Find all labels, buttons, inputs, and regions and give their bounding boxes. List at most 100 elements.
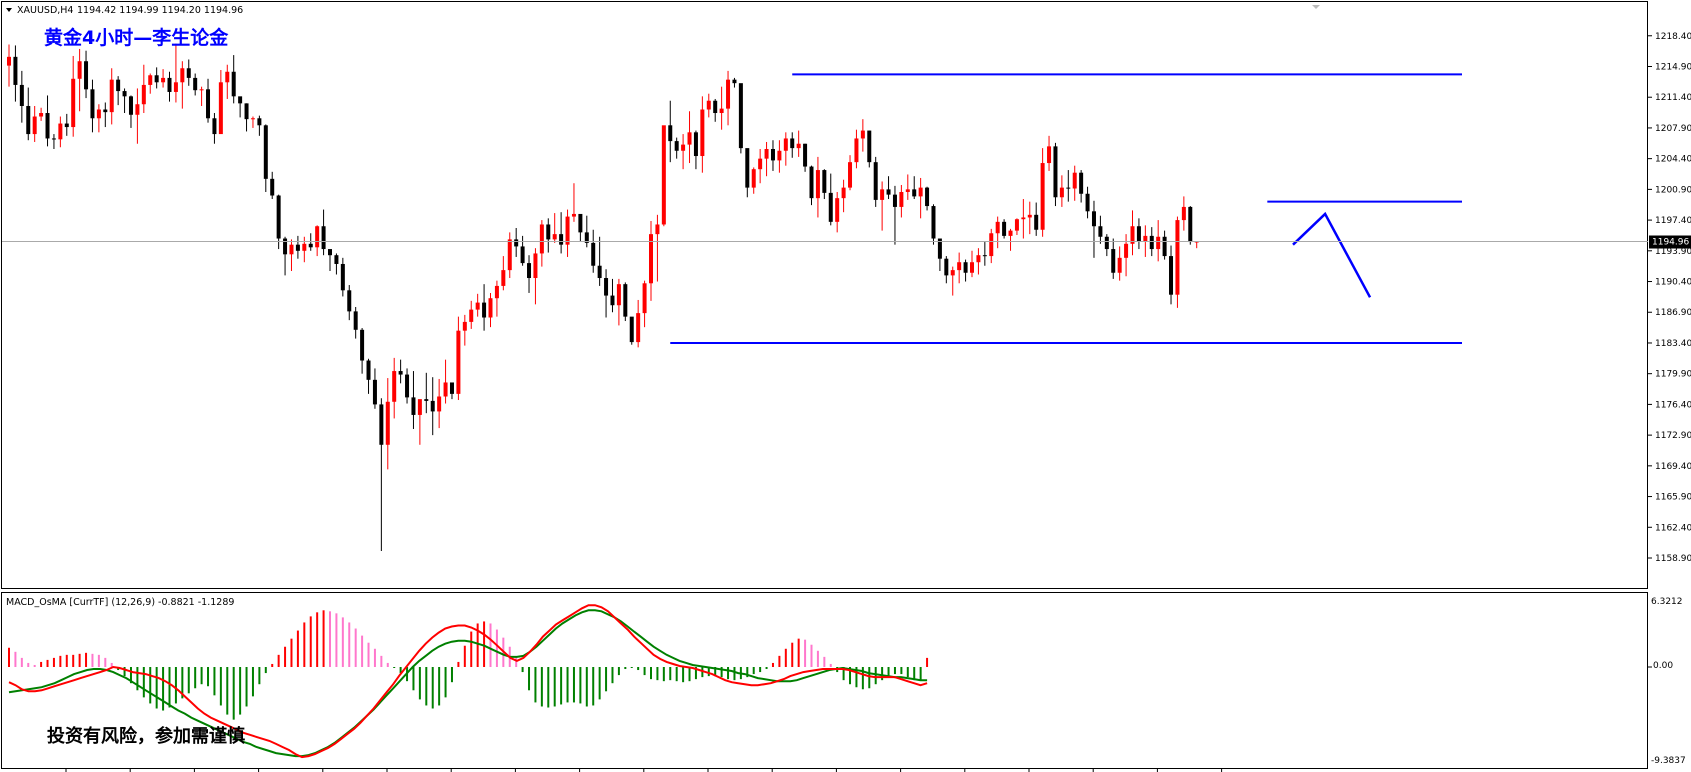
bull-candle <box>1156 236 1161 250</box>
bull-candle <box>173 82 178 92</box>
bull-candle <box>841 187 846 199</box>
price-axis-label: 1165.90 <box>1655 493 1691 503</box>
indicator-scale-bottom: -9.3837 <box>1651 756 1686 766</box>
price-axis-label: 1176.40 <box>1655 400 1691 410</box>
bear-candle <box>263 125 268 179</box>
bull-candle <box>835 198 840 222</box>
bear-candle <box>982 255 987 257</box>
price-axis-label: 1207.90 <box>1655 124 1691 134</box>
bear-candle <box>546 224 551 240</box>
bull-candle <box>751 169 756 188</box>
bear-candle <box>892 194 897 207</box>
bull-candle <box>1008 230 1013 236</box>
bear-candle <box>64 123 69 128</box>
bear-candle <box>334 255 339 264</box>
bear-candle <box>867 130 872 163</box>
bull-candle <box>180 68 185 83</box>
bull-candle <box>796 143 801 149</box>
bear-candle <box>559 234 564 245</box>
bull-candle <box>58 123 63 140</box>
price-axis-label: 1193.90 <box>1655 247 1691 257</box>
bear-candle <box>257 118 262 126</box>
ohlc-readout: 1194.42 1194.99 1194.20 1194.96 <box>77 5 243 16</box>
bear-candle <box>1066 187 1071 189</box>
bull-candle <box>302 243 307 251</box>
bear-candle <box>693 132 698 157</box>
bear-candle <box>154 75 159 83</box>
bull-candle <box>39 113 44 117</box>
signal-line <box>8 609 928 758</box>
bull-candle <box>456 330 461 394</box>
chart-menu-icon[interactable] <box>6 8 12 12</box>
price-axis-label: 1172.90 <box>1655 431 1691 441</box>
bull-candle <box>539 224 544 254</box>
price-axis-label: 1179.90 <box>1655 370 1691 380</box>
bear-candle <box>13 56 18 85</box>
bull-candle <box>148 75 153 85</box>
scroll-shift-icon[interactable] <box>1312 5 1320 9</box>
bull-candle <box>462 321 467 331</box>
bull-candle <box>950 270 955 276</box>
price-axis-label: 1204.40 <box>1655 155 1691 165</box>
bull-candle <box>469 309 474 322</box>
bear-candle <box>610 295 615 306</box>
bear-candle <box>803 143 808 167</box>
bear-candle <box>128 96 133 115</box>
bull-candle <box>1047 146 1052 164</box>
bear-candle <box>1162 236 1167 257</box>
current-price-label: 1194.96 <box>1652 238 1689 248</box>
bull-candle <box>225 71 230 83</box>
bear-candle <box>1091 211 1096 227</box>
bull-candle <box>918 187 923 197</box>
bear-candle <box>770 148 775 161</box>
price-axis-label: 1183.40 <box>1655 339 1691 349</box>
bear-candle <box>398 371 403 375</box>
bull-candle <box>681 144 686 151</box>
bear-candle <box>308 243 313 248</box>
bear-candle <box>270 178 275 196</box>
indicator-scale-zero: 0.00 <box>1653 661 1673 671</box>
bull-candle <box>848 162 853 188</box>
bull-candle <box>392 371 397 402</box>
bear-candle <box>84 61 89 90</box>
bull-candle <box>507 239 512 271</box>
projection-path[interactable] <box>1292 211 1372 298</box>
bear-candle <box>886 189 891 195</box>
bear-candle <box>244 103 249 120</box>
bull-candle <box>494 285 499 299</box>
bull-candle <box>565 216 570 245</box>
bull-candle <box>976 255 981 263</box>
bear-candle <box>366 360 371 380</box>
bull-candle <box>385 401 390 445</box>
bull-candle <box>501 270 506 286</box>
bear-candle <box>360 329 365 361</box>
bear-candle <box>931 206 936 239</box>
bear-candle <box>944 258 949 276</box>
bear-candle <box>1149 235 1154 250</box>
bull-candle <box>7 56 11 66</box>
bear-candle <box>597 265 602 279</box>
bear-candle <box>276 195 281 239</box>
bear-candle <box>738 83 743 149</box>
macd-histogram <box>8 610 929 720</box>
bear-candle <box>963 262 968 273</box>
bear-candle <box>26 105 31 135</box>
bull-candle <box>1124 243 1129 258</box>
bull-candle <box>783 138 788 151</box>
macd-line <box>8 604 928 759</box>
bear-candle <box>1034 214 1039 230</box>
bear-candle <box>745 148 750 188</box>
bear-candle <box>167 77 172 92</box>
bull-candle <box>970 262 974 273</box>
bull-candle <box>1040 163 1045 230</box>
bull-candle <box>1021 217 1026 220</box>
bear-candle <box>411 397 416 415</box>
bear-candle <box>116 79 121 92</box>
bear-candle <box>122 91 127 97</box>
bear-candle <box>424 399 429 401</box>
bear-candle <box>527 263 532 279</box>
bull-candle <box>96 109 101 119</box>
bull-candle <box>655 224 660 235</box>
bull-candle <box>77 61 82 79</box>
